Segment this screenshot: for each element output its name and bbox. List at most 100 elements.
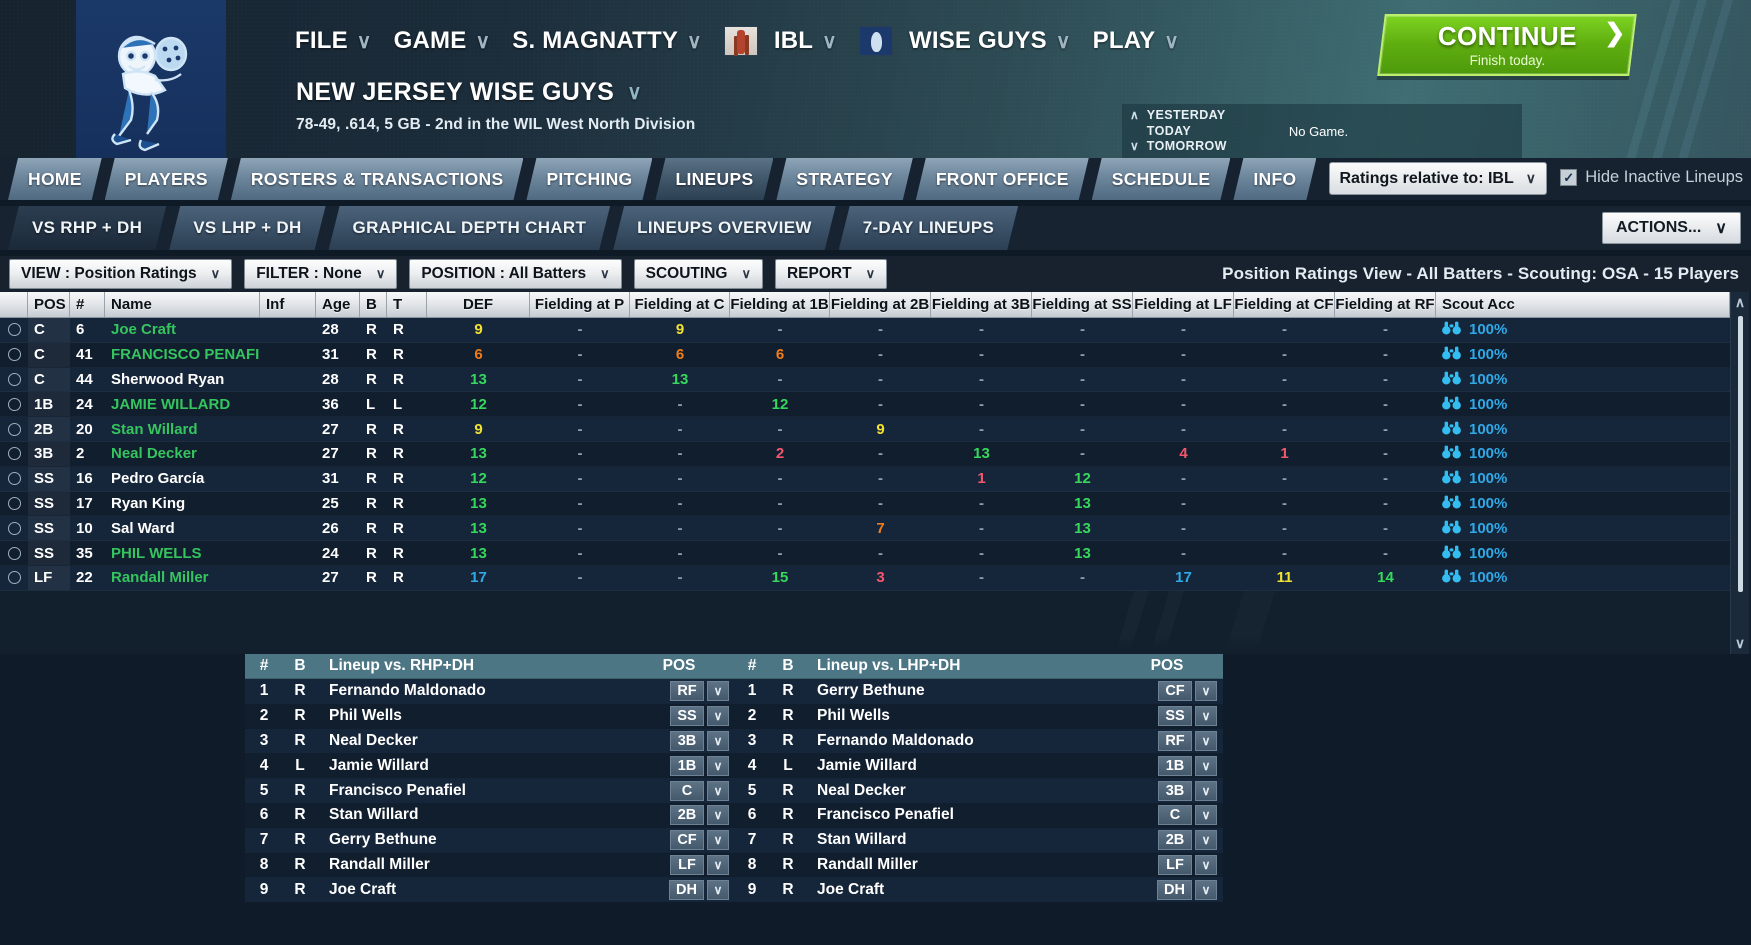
continue-button[interactable]: CONTINUE Finish today. ❯ — [1377, 14, 1637, 76]
radio-icon[interactable] — [7, 397, 21, 411]
position-button[interactable]: SS — [1158, 706, 1192, 727]
row-select-radio[interactable] — [0, 467, 28, 491]
chevron-down-icon[interactable]: ∨ — [707, 879, 729, 900]
row-select-radio[interactable] — [0, 541, 28, 565]
scrollbar-thumb[interactable] — [1737, 316, 1743, 592]
lineup-row[interactable]: 1 R Fernando Maldonado RF ∨ — [245, 679, 735, 704]
chevron-down-icon[interactable]: ∨ — [1195, 706, 1217, 727]
table-row[interactable]: C 6 Joe Craft 28 R R 9 - 9 - - - - - - - 100% — [0, 318, 1730, 343]
lineup-player-name[interactable]: Jamie Willard — [817, 756, 917, 774]
subtab-7-day-lineups[interactable]: 7-DAY LINEUPS — [839, 206, 1018, 250]
radio-icon[interactable] — [7, 521, 21, 535]
radio-icon[interactable] — [7, 372, 21, 386]
table-row[interactable]: 3B 2 Neal Decker 27 R R 13 - - 2 - 13 - 4 1 - 100% — [0, 441, 1730, 467]
col-pos[interactable]: POS — [28, 292, 70, 317]
chevron-down-icon[interactable]: ∨ — [707, 805, 729, 826]
table-row[interactable]: C 41 FRANCISCO PENAFIEL 31 RR 6 - 6 6 - - - - - - 100% — [0, 342, 1730, 368]
lineup-row[interactable]: 1 R Gerry Bethune CF ∨ — [733, 679, 1223, 704]
col-inf[interactable]: Inf — [260, 292, 316, 317]
hide-inactive-lineups-checkbox[interactable]: ✓ Hide Inactive Lineups — [1560, 168, 1743, 187]
row-select-radio[interactable] — [0, 368, 28, 392]
cell-name[interactable]: Ryan King — [111, 494, 186, 512]
tab-pitching[interactable]: PITCHING — [526, 158, 652, 200]
lineup-player-name[interactable]: Phil Wells — [329, 707, 402, 725]
position-button[interactable]: DH — [1157, 879, 1192, 900]
team-name-row[interactable]: NEW JERSEY WISE GUYS ∨ — [296, 78, 695, 107]
lineup-player-name[interactable]: Francisco Penafiel — [329, 781, 466, 799]
lineup-player-name[interactable]: Randall Miller — [329, 855, 430, 873]
chevron-down-icon[interactable]: ∨ — [1195, 805, 1217, 826]
position-button[interactable]: LF — [1158, 854, 1192, 875]
position-button[interactable]: CF — [1158, 681, 1192, 702]
position-button[interactable]: 2B — [1158, 830, 1192, 851]
subtab-lineups-overview[interactable]: LINEUPS OVERVIEW — [613, 206, 836, 250]
menu-item-team[interactable]: WISE GUYS ∨ — [859, 22, 1093, 60]
lineup-player-name[interactable]: Neal Decker — [329, 731, 418, 749]
lineup-row[interactable]: 3 R Neal Decker 3B ∨ — [245, 728, 735, 754]
col-fielding-lf[interactable]: Fielding at LF — [1133, 292, 1234, 317]
lineup-row[interactable]: 7 R Gerry Bethune CF ∨ — [245, 827, 735, 853]
position-button[interactable]: C — [1158, 805, 1192, 826]
subtab-graphical-depth-chart[interactable]: GRAPHICAL DEPTH CHART — [329, 206, 611, 250]
chevron-down-icon[interactable]: ∨ — [1195, 830, 1217, 851]
cell-name[interactable]: Neal Decker — [111, 445, 197, 463]
lineup-row[interactable]: 2 R Phil Wells SS ∨ — [733, 703, 1223, 729]
cell-name[interactable]: Sherwood Ryan — [111, 370, 225, 388]
lineup-player-name[interactable]: Jamie Willard — [329, 756, 429, 774]
lineup-player-name[interactable]: Fernando Maldonado — [817, 731, 974, 749]
lineup-row[interactable]: 8 R Randall Miller LF ∨ — [733, 852, 1223, 878]
tab-players[interactable]: PLAYERS — [105, 158, 228, 200]
cell-name[interactable]: PHIL WELLS — [111, 544, 202, 562]
table-row[interactable]: C 44 Sherwood Ryan 28 R R 13 - 13 - - - - - - - 100% — [0, 367, 1730, 393]
cell-name[interactable]: Joe Craft — [111, 321, 177, 339]
position-button[interactable]: RF — [670, 681, 704, 702]
tab-schedule[interactable]: SCHEDULE — [1092, 158, 1231, 200]
menu-item-game[interactable]: GAME ∨ — [394, 23, 513, 59]
filter-button-report[interactable]: REPORT ∨ — [774, 259, 888, 289]
cell-name[interactable]: FRANCISCO PENAFIEL — [111, 346, 260, 364]
radio-icon[interactable] — [7, 496, 21, 510]
chevron-down-icon[interactable]: ∨ — [1195, 755, 1217, 776]
lineup-row[interactable]: 6 R Francisco Penafiel C ∨ — [733, 802, 1223, 828]
lineup-row[interactable]: 4 L Jamie Willard 1B ∨ — [733, 753, 1223, 779]
radio-icon[interactable] — [7, 447, 21, 461]
lineup-row[interactable]: 7 R Stan Willard 2B ∨ — [733, 827, 1223, 853]
filter-button-scouting[interactable]: SCOUTING ∨ — [633, 259, 763, 289]
col-fielding-1b[interactable]: Fielding at 1B — [730, 292, 830, 317]
lineup-player-name[interactable]: Neal Decker — [817, 781, 906, 799]
table-row[interactable]: 2B 20 Stan Willard 27 R R 9 - - - 9 - - - - - 100% — [0, 417, 1730, 442]
cell-name[interactable]: Sal Ward — [111, 519, 175, 537]
radio-icon[interactable] — [7, 472, 21, 486]
chevron-down-icon[interactable]: ∨ — [707, 706, 729, 727]
col-throws[interactable]: T — [387, 292, 427, 317]
lineup-row[interactable]: 5 R Neal Decker 3B ∨ — [733, 778, 1223, 803]
lineup-row[interactable]: 2 R Phil Wells SS ∨ — [245, 703, 735, 729]
row-select-radio[interactable] — [0, 392, 28, 416]
chevron-down-icon[interactable]: ∨ — [707, 780, 729, 801]
table-row[interactable]: LF 22 Randall Miller 27 R R 17 - - 15 3 - - 17 11 14 100… — [0, 565, 1730, 591]
col-fielding-ss[interactable]: Fielding at SS — [1032, 292, 1133, 317]
cell-name[interactable]: Stan Willard — [111, 420, 198, 438]
cell-name[interactable]: Randall Miller — [111, 569, 209, 587]
col-name[interactable]: Name — [105, 292, 260, 317]
col-fielding-2b[interactable]: Fielding at 2B — [830, 292, 931, 317]
chevron-down-icon[interactable]: ∨ — [1195, 854, 1217, 875]
radio-icon[interactable] — [7, 546, 21, 560]
lineup-player-name[interactable]: Fernando Maldonado — [329, 682, 486, 700]
actions-button[interactable]: ACTIONS... ∨ — [1601, 212, 1741, 244]
lineup-player-name[interactable]: Stan Willard — [817, 831, 907, 849]
lineup-player-name[interactable]: Gerry Bethune — [817, 682, 925, 700]
position-button[interactable]: DH — [669, 879, 704, 900]
position-button[interactable]: LF — [670, 854, 704, 875]
chevron-down-icon[interactable]: ∨ — [707, 755, 729, 776]
scroll-up-icon[interactable]: ∧ — [1130, 108, 1139, 122]
radio-icon[interactable] — [7, 422, 21, 436]
chevron-down-icon[interactable]: ∨ — [707, 730, 729, 751]
lineup-player-name[interactable]: Randall Miller — [817, 855, 918, 873]
lineup-row[interactable]: 8 R Randall Miller LF ∨ — [245, 852, 735, 878]
col-def[interactable]: DEF — [427, 292, 530, 317]
radio-icon[interactable] — [7, 571, 21, 585]
table-row[interactable]: 1B 24 JAMIE WILLARD 36 L L 12 - - 12 - - - - - - 100% — [0, 392, 1730, 418]
cell-name[interactable]: Pedro García — [111, 470, 205, 488]
col-age[interactable]: Age — [316, 292, 360, 317]
